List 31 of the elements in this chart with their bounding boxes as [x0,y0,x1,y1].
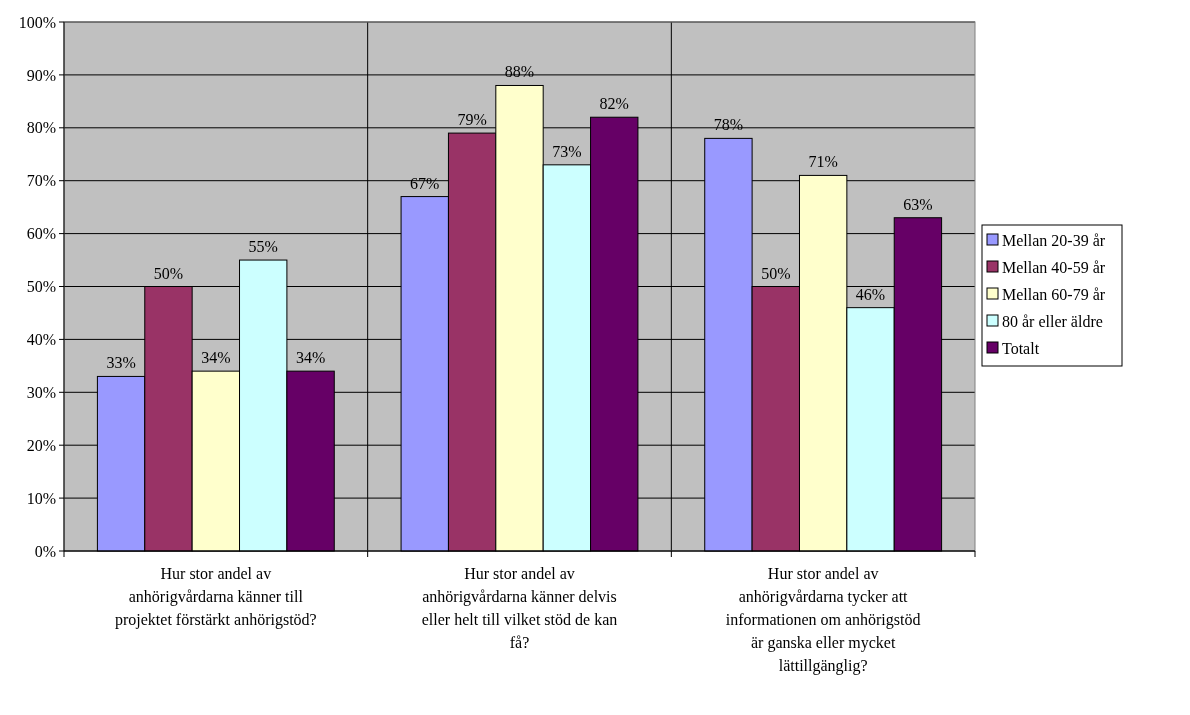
data-label: 73% [552,142,582,160]
y-tick-label: 30% [26,383,56,401]
data-label: 34% [295,349,326,367]
data-label: 50% [153,264,184,282]
x-tick-label: Hur stor andel av anhörigvårdarna känner till projektet förstärkt anhörigstöd? [114,565,317,629]
y-tick-label: 20% [26,436,56,454]
data-label: 71% [808,153,838,171]
y-tick-label: 100% [18,13,56,31]
x-tick-label: Hur stor andel av anhörigvårdarna känner delvis eller helt till vilket stöd de kan få? [421,565,618,651]
y-tick-label: 80% [26,119,56,137]
data-label: 46% [855,285,886,303]
y-tick-label: 10% [26,489,56,507]
legend-label: Mellan 20-39 år [1002,231,1106,249]
legend-label: Mellan 60-79 år [1002,285,1106,303]
legend-label: Mellan 40-59 år [1002,258,1106,276]
data-label: 33% [106,354,136,372]
data-label: 55% [248,238,278,256]
data-label: 79% [457,111,487,129]
legend-label: Totalt [1002,339,1040,357]
y-tick-label: 40% [26,331,56,348]
data-label: 34% [201,349,231,367]
y-tick-label: 50% [26,278,56,296]
data-label: 63% [903,195,933,213]
y-tick-label: 0% [34,542,56,560]
data-label: 50% [761,264,791,282]
y-tick-label: 90% [26,66,56,84]
y-tick-label: 60% [26,225,56,243]
legend-label: 80 år eller äldre [1002,312,1103,330]
x-tick-label: Hur stor andel av anhörigvårdarna tycker att informationen om anhörigstöd är ganska eller mycket lättillgänglig? [725,565,921,675]
data-label: 82% [599,95,629,113]
y-tick-label: 70% [26,172,56,190]
